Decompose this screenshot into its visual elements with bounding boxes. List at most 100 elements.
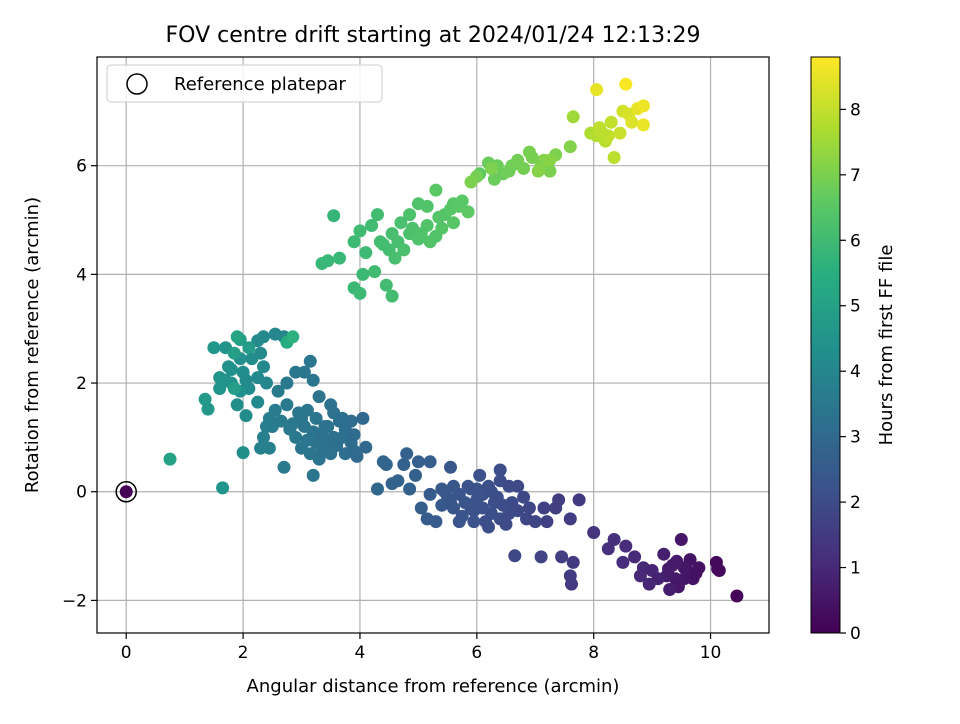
data-point [295, 411, 308, 425]
data-point [511, 479, 525, 493]
data-point [452, 487, 466, 501]
colorbar-tick-label: 7 [850, 166, 861, 186]
data-point [335, 411, 349, 425]
data-point [242, 341, 256, 355]
data-point [628, 550, 642, 564]
data-point [493, 463, 507, 477]
data-point [566, 110, 580, 124]
data-point [400, 447, 414, 461]
data-point [262, 441, 276, 455]
data-point [670, 554, 684, 568]
data-point [438, 485, 452, 499]
data-point [239, 373, 253, 387]
data-point [283, 422, 297, 436]
colorbar-tick-label: 8 [850, 100, 861, 120]
data-point [473, 468, 487, 482]
data-point [300, 433, 314, 447]
x-axis-ticks: 0 2 4 6 8 10 [121, 633, 721, 663]
colorbar-tick-label: 2 [850, 493, 861, 513]
data-point [689, 566, 703, 580]
data-point [604, 115, 618, 129]
data-point [207, 341, 221, 355]
data-point [251, 395, 265, 409]
data-point [432, 210, 446, 224]
data-point [565, 577, 578, 591]
data-point [353, 286, 367, 300]
data-point [496, 498, 510, 512]
data-point [711, 562, 725, 576]
data-point [517, 490, 531, 504]
data-point [280, 398, 294, 412]
data-point [511, 153, 525, 167]
data-point [309, 411, 323, 425]
data-point [587, 526, 601, 539]
data-point [403, 482, 417, 496]
data-point [236, 446, 250, 460]
data-point [411, 197, 425, 211]
data-point [230, 330, 244, 344]
x-tick-label: 0 [121, 643, 132, 663]
data-point [394, 216, 408, 230]
data-point [662, 562, 675, 576]
data-point [353, 224, 367, 238]
data-point [391, 235, 405, 249]
data-point [163, 452, 177, 466]
data-point [359, 440, 373, 454]
data-points [163, 77, 744, 603]
data-point [368, 265, 382, 279]
legend-reference-marker-icon [126, 73, 148, 95]
data-point [324, 447, 338, 461]
colorbar-gradient [810, 56, 841, 634]
data-point [224, 363, 238, 376]
data-point [616, 555, 630, 569]
data-point [321, 254, 335, 268]
data-point [359, 246, 373, 260]
data-point [633, 569, 647, 583]
data-point [251, 371, 265, 385]
data-point [590, 83, 604, 97]
data-point [257, 430, 270, 444]
colorbar-tick-label: 4 [850, 362, 861, 382]
data-point [280, 376, 294, 390]
data-point [289, 365, 303, 379]
data-point [230, 398, 244, 412]
data-point [411, 455, 425, 469]
data-point [730, 589, 744, 603]
data-point [657, 547, 671, 561]
data-point [385, 289, 399, 303]
data-point [265, 420, 279, 433]
data-point [257, 360, 270, 374]
gridlines [97, 57, 769, 633]
y-axis-label: Rotation from reference (arcmin) [22, 197, 43, 493]
data-point [376, 455, 390, 469]
data-point [303, 354, 317, 368]
data-point [271, 384, 285, 398]
x-tick-label: 8 [588, 643, 599, 663]
colorbar-tick-label: 5 [850, 297, 861, 317]
data-point [306, 468, 320, 482]
data-point [467, 504, 481, 518]
y-axis-ticks: −2 0 2 4 6 [62, 157, 97, 611]
data-point [625, 115, 639, 129]
data-point [420, 512, 434, 526]
data-point [607, 533, 621, 546]
data-point [347, 235, 361, 249]
x-tick-label: 2 [238, 643, 249, 663]
data-point [601, 542, 615, 556]
data-point [502, 164, 516, 178]
data-point [572, 493, 586, 507]
data-point [227, 382, 241, 395]
data-point [522, 501, 536, 515]
data-point [444, 496, 457, 510]
data-point [566, 555, 580, 569]
data-point [268, 327, 282, 341]
data-point [508, 549, 522, 563]
y-tick-label: 0 [76, 483, 87, 503]
y-tick-label: −2 [62, 591, 87, 611]
data-point [607, 151, 621, 164]
data-point [347, 444, 361, 458]
data-point [555, 550, 569, 564]
data-point [254, 346, 268, 360]
x-axis-label: Angular distance from reference (arcmin) [247, 676, 620, 697]
